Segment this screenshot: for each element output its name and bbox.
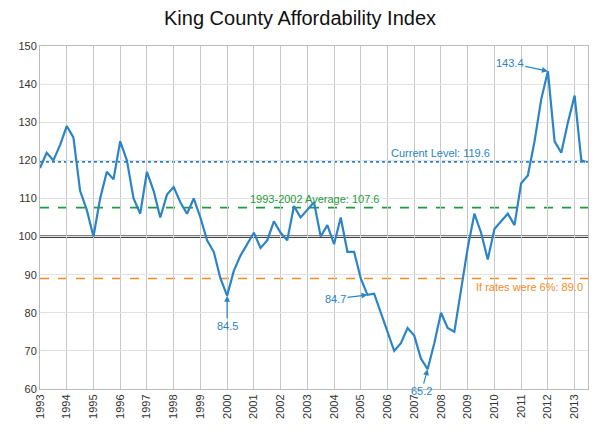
- svg-text:2010: 2010: [488, 394, 500, 418]
- svg-text:1994: 1994: [60, 394, 72, 418]
- svg-text:King County Affordability Inde: King County Affordability Index: [164, 7, 436, 29]
- svg-text:2011: 2011: [515, 394, 527, 418]
- svg-text:1997: 1997: [141, 394, 153, 418]
- svg-text:2000: 2000: [221, 394, 233, 418]
- svg-text:Current Level: 119.6: Current Level: 119.6: [391, 147, 490, 159]
- svg-text:1996: 1996: [114, 394, 126, 418]
- svg-text:70: 70: [25, 345, 37, 357]
- svg-text:143.4: 143.4: [496, 57, 524, 69]
- svg-text:80: 80: [25, 307, 37, 319]
- svg-text:60: 60: [25, 383, 37, 395]
- svg-text:2008: 2008: [435, 394, 447, 418]
- svg-text:2007: 2007: [408, 394, 420, 418]
- svg-text:2006: 2006: [381, 394, 393, 418]
- svg-text:2003: 2003: [301, 394, 313, 418]
- svg-text:84.7: 84.7: [325, 293, 346, 305]
- svg-text:1993: 1993: [34, 394, 46, 418]
- svg-text:2004: 2004: [328, 394, 340, 418]
- svg-text:2005: 2005: [354, 394, 366, 418]
- svg-text:If rates were 6%: 89.0: If rates were 6%: 89.0: [476, 281, 583, 293]
- svg-text:2013: 2013: [568, 394, 580, 418]
- svg-text:140: 140: [18, 78, 36, 90]
- svg-text:84.5: 84.5: [217, 320, 238, 332]
- svg-text:120: 120: [18, 154, 36, 166]
- svg-text:2002: 2002: [274, 394, 286, 418]
- svg-text:1998: 1998: [167, 394, 179, 418]
- svg-text:2012: 2012: [541, 394, 553, 418]
- svg-text:1995: 1995: [87, 394, 99, 418]
- svg-text:90: 90: [25, 269, 37, 281]
- svg-text:65.2: 65.2: [411, 385, 432, 397]
- svg-text:110: 110: [19, 192, 37, 204]
- svg-text:1993-2002 Average: 107.6: 1993-2002 Average: 107.6: [250, 193, 379, 205]
- svg-text:150: 150: [18, 40, 36, 52]
- svg-text:1999: 1999: [194, 394, 206, 418]
- svg-text:2009: 2009: [461, 394, 473, 418]
- svg-text:100: 100: [18, 230, 36, 242]
- svg-text:2001: 2001: [247, 394, 259, 418]
- svg-text:130: 130: [18, 116, 36, 128]
